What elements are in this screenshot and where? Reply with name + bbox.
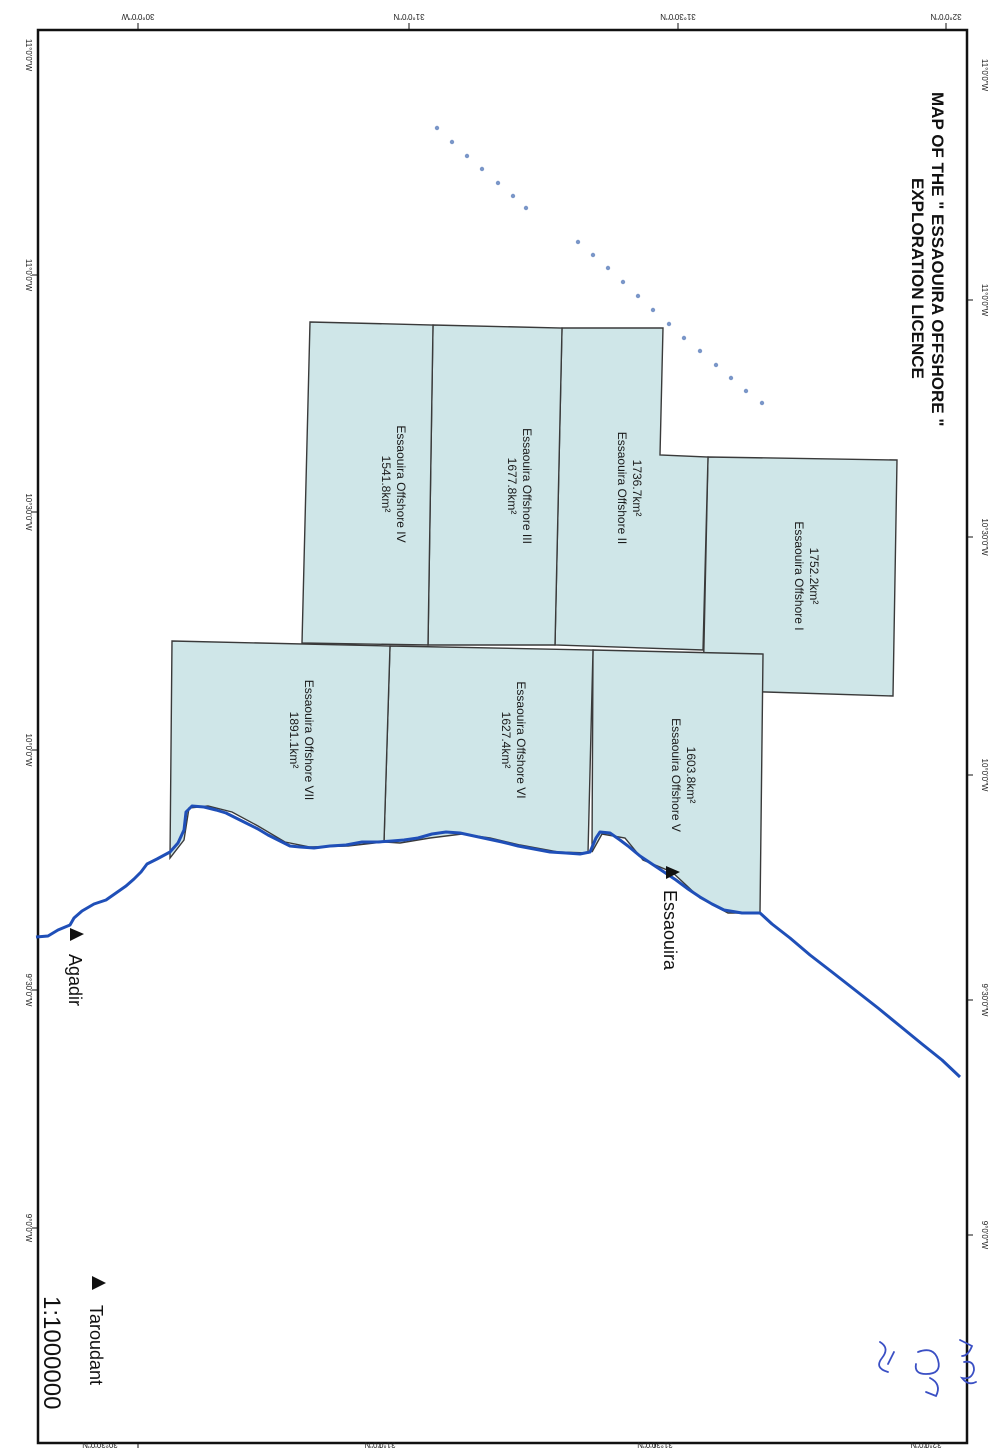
tick-label-right: 11°0'0"W <box>980 284 989 317</box>
tick-label-right: 9°0'0"W <box>980 1221 989 1250</box>
licence-blocks <box>169 321 898 914</box>
tick-label-top: 30°0'0"W <box>121 12 154 21</box>
coordinate-labels: 30°0'0"W 31°0'0"N 31°30'0"N 32°0'0"N 30°… <box>24 12 989 1449</box>
tick-label-left: 9°0'0"W <box>24 1214 33 1243</box>
title-line-1: MAP OF THE " ESSAOUIRA OFFSHORE " <box>928 92 947 426</box>
tick-label-top: 31°0'0"N <box>393 12 424 21</box>
block-ii-name: Essaouira Offshore II <box>615 432 629 545</box>
essaouira-marker-icon <box>666 866 680 879</box>
block-iv-name: Essaouira Offshore IV <box>394 425 408 542</box>
block-iii-name: Essaouira Offshore III <box>520 428 534 544</box>
essaouira-label: Essaouira <box>660 890 680 971</box>
title-line-2: EXPLORATION LICENCE <box>908 178 927 379</box>
map-title: MAP OF THE " ESSAOUIRA OFFSHORE " EXPLOR… <box>908 92 947 426</box>
block-vii-area: 1891.1km² <box>287 712 301 769</box>
block-iv-area: 1541.8km² <box>379 456 393 513</box>
block-vi-area: 1627.4km² <box>499 712 513 769</box>
place-markers: Essaouira Agadir Taroudant <box>65 866 680 1385</box>
tick-label-bottom: 31°30'0"N <box>637 1440 673 1449</box>
handwritten-initials <box>878 1339 977 1398</box>
taroudant-marker-icon <box>92 1276 106 1290</box>
block-v-area: 1603.8km² <box>684 747 698 804</box>
map-frame <box>36 28 969 1445</box>
tick-label-bottom: 31°0'0"N <box>364 1440 395 1449</box>
tick-label-left: 10°0'0"W <box>24 734 33 767</box>
tick-label-bottom: 30°30'0"N <box>82 1440 118 1449</box>
map-scale: 1:1000000 <box>38 1296 65 1409</box>
tick-label-right: 10°30'0"W <box>980 518 989 556</box>
block-vii-name: Essaouira Offshore VII <box>302 680 316 801</box>
tick-label-right: 10°0'0"W <box>980 759 989 792</box>
coastline <box>35 804 962 1079</box>
offshore-boundary-dots <box>434 125 765 406</box>
block-iii-area: 1677.8km² <box>505 458 519 515</box>
tick-label-left: 11°0'0"W <box>24 39 33 72</box>
tick-label-top: 31°30'0"N <box>660 12 696 21</box>
block-i-area: 1752.2km² <box>807 548 821 605</box>
block-iii-shape <box>427 324 563 646</box>
block-v-name: Essaouira Offshore V <box>669 718 683 832</box>
tick-label-right: 9°30'0"W <box>980 984 989 1017</box>
graticule-ticks <box>32 23 973 1448</box>
agadir-label: Agadir <box>65 954 85 1006</box>
block-ii-area: 1736.7km² <box>630 460 644 517</box>
block-vii-shape <box>169 640 391 861</box>
tick-label-bottom: 32°0'0"N <box>910 1440 941 1449</box>
tick-label-left: 10°30'0"W <box>24 493 33 531</box>
block-vi-shape <box>383 645 594 854</box>
tick-label-right: 11°0'0"W <box>980 59 989 92</box>
tick-label-left: 9°30'0"W <box>24 974 33 1007</box>
block-i-name: Essaouira Offshore I <box>792 521 806 630</box>
block-labels: 1752.2km² Essaouira Offshore I 1736.7km²… <box>287 425 821 832</box>
agadir-marker-icon <box>70 928 84 941</box>
tick-label-top: 32°0'0"N <box>930 12 961 21</box>
taroudant-label: Taroudant <box>86 1305 106 1385</box>
block-vi-name: Essaouira Offshore VI <box>514 681 528 798</box>
tick-label-left: 11°0'0"W <box>24 259 33 292</box>
block-iv-shape <box>301 321 434 646</box>
